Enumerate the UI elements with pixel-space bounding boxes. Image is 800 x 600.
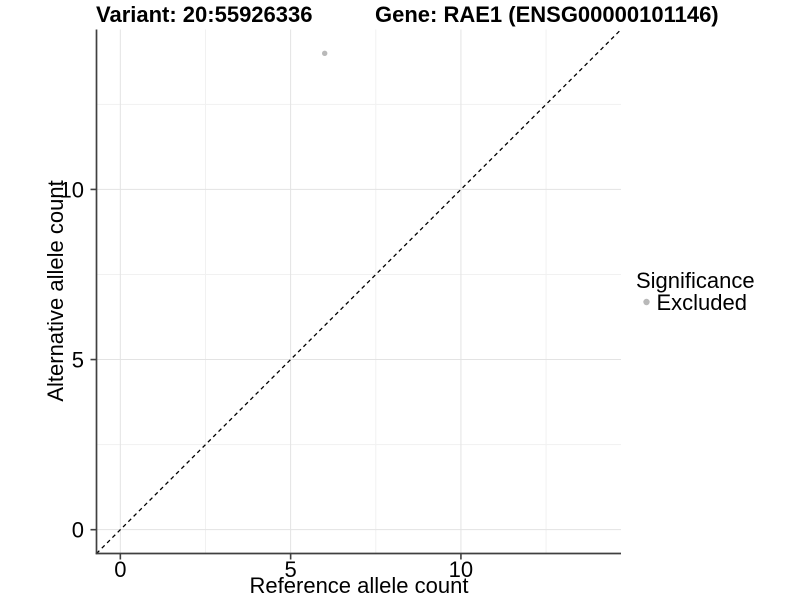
svg-text:5: 5 — [285, 557, 297, 582]
legend: Significance Excluded — [636, 268, 755, 315]
identity-dashed-line — [96, 29, 622, 554]
x-axis-label: Reference allele count — [250, 573, 469, 598]
axis-lines — [95, 29, 621, 555]
gridlines-minor — [96, 29, 621, 554]
y-axis-label: Alternative allele count — [43, 180, 68, 401]
svg-text:10: 10 — [60, 177, 84, 202]
plot-title-gene: Gene: RAE1 (ENSG00000101146) — [375, 2, 719, 27]
axis-tick-marks — [90, 188, 462, 560]
legend-title: Significance — [636, 268, 755, 293]
data-points — [321, 50, 328, 57]
x-tick-labels: 0 5 10 — [114, 557, 473, 582]
legend-point-icon — [643, 298, 650, 306]
data-point — [321, 50, 328, 57]
svg-text:0: 0 — [114, 557, 126, 582]
svg-text:0: 0 — [72, 518, 84, 543]
legend-entry-excluded: Excluded — [657, 290, 748, 315]
svg-text:5: 5 — [72, 348, 84, 373]
svg-text:10: 10 — [449, 557, 473, 582]
gridlines-major — [96, 29, 621, 554]
y-tick-labels: 0 5 10 — [60, 177, 84, 542]
plot-title-variant: Variant: 20:55926336 — [96, 2, 313, 27]
